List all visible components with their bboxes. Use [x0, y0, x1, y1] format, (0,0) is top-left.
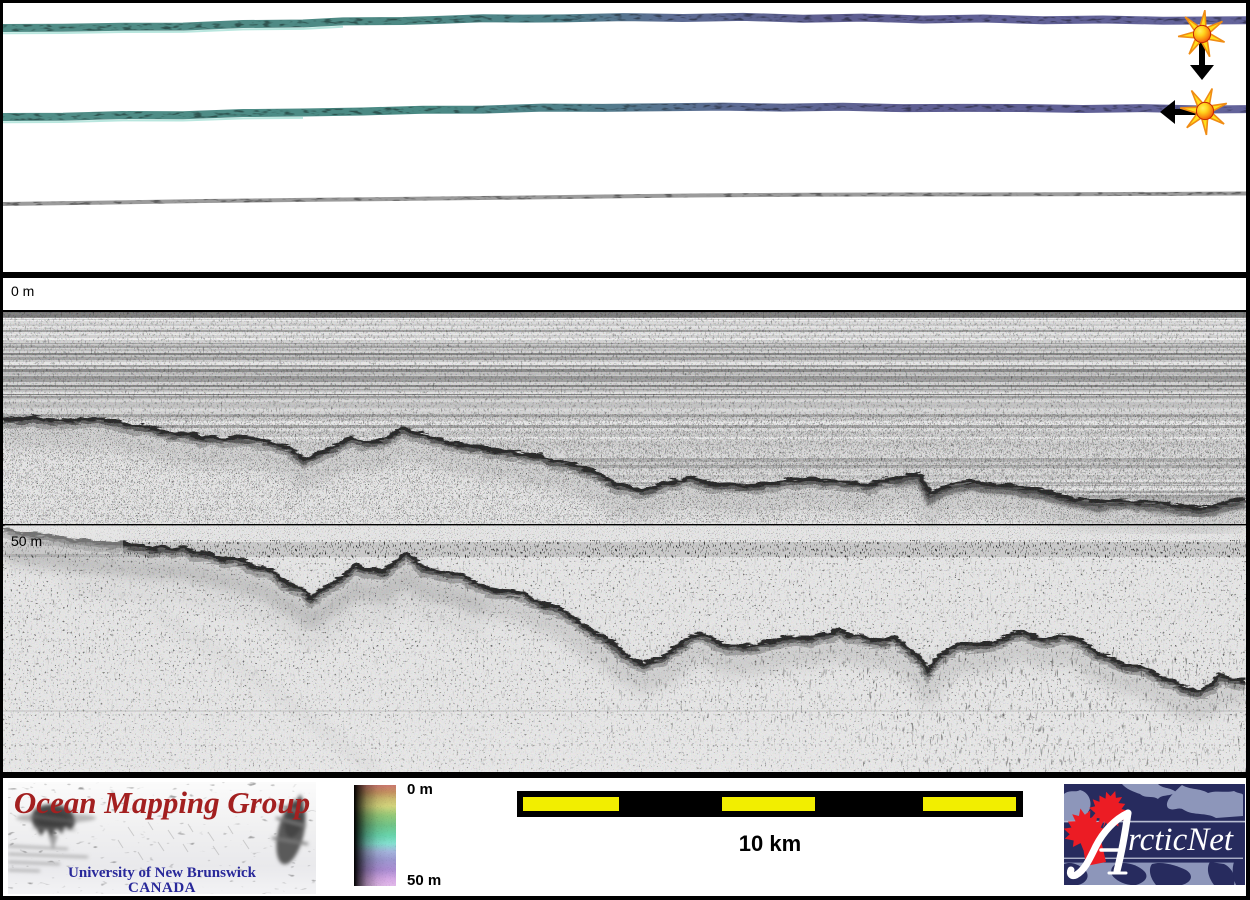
svg-text:rcticNet: rcticNet: [1128, 822, 1234, 858]
